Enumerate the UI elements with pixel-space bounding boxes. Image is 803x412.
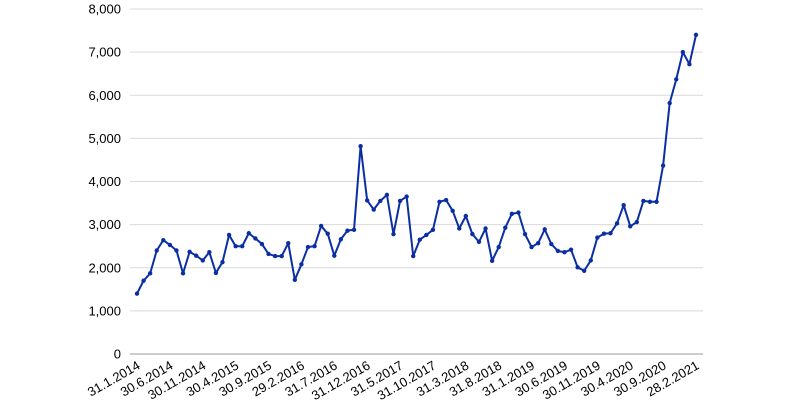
data-point <box>397 198 403 204</box>
data-point <box>161 237 166 243</box>
data-point <box>351 227 357 232</box>
data-point <box>647 199 653 204</box>
data-point <box>542 227 547 232</box>
data-point <box>345 228 350 233</box>
data-point <box>226 232 232 238</box>
data-point <box>693 32 699 38</box>
y-tick-label: 5,000 <box>88 131 121 146</box>
data-point <box>141 278 146 283</box>
data-point <box>470 231 475 237</box>
data-point <box>476 239 482 245</box>
data-point <box>305 244 311 250</box>
data-point <box>259 241 265 247</box>
y-tick-label: 1,000 <box>88 303 121 318</box>
data-point <box>457 226 462 231</box>
data-point <box>496 244 501 250</box>
data-point <box>325 231 330 236</box>
y-tick-label: 8,000 <box>88 2 121 17</box>
data-point <box>588 258 593 263</box>
data-point <box>180 271 186 276</box>
data-point <box>516 210 521 215</box>
data-point <box>312 243 317 249</box>
data-point <box>213 270 219 276</box>
data-point <box>411 253 416 259</box>
data-point <box>660 163 666 168</box>
data-point <box>246 231 251 236</box>
data-line <box>136 34 697 295</box>
y-tick-label: 2,000 <box>88 260 121 275</box>
data-point <box>608 231 613 236</box>
data-point <box>667 100 672 106</box>
data-point <box>404 194 409 199</box>
y-tick-label: 4,000 <box>88 174 121 189</box>
data-point <box>292 277 298 283</box>
data-point <box>424 232 429 238</box>
data-point <box>509 211 515 217</box>
data-point <box>430 227 436 232</box>
data-point <box>220 259 225 265</box>
data-point <box>167 242 173 248</box>
data-point <box>641 198 646 204</box>
data-point <box>680 49 686 55</box>
data-point <box>253 236 258 241</box>
data-point <box>575 265 580 270</box>
data-point <box>266 251 271 257</box>
data-point <box>272 253 278 259</box>
data-point <box>147 271 153 276</box>
data-point <box>634 219 640 225</box>
y-tick-label: 6,000 <box>88 88 121 103</box>
data-point <box>687 61 692 67</box>
data-point <box>489 258 495 264</box>
data-point <box>582 268 587 273</box>
data-point <box>450 208 455 214</box>
data-point <box>503 225 508 230</box>
y-tick-label: 0 <box>114 347 121 362</box>
data-point <box>621 203 626 208</box>
data-point <box>443 197 449 203</box>
data-point <box>601 231 607 236</box>
data-point <box>279 253 284 259</box>
data-point <box>674 77 679 82</box>
data-point <box>549 241 554 247</box>
data-point <box>614 221 620 226</box>
data-point <box>193 253 199 258</box>
data-point <box>654 199 659 204</box>
data-point <box>555 248 561 254</box>
data-point <box>286 240 291 246</box>
data-point <box>371 207 376 212</box>
data-point <box>364 198 370 203</box>
data-point <box>568 247 574 252</box>
data-point <box>384 192 390 198</box>
data-point <box>154 248 159 253</box>
data-point <box>207 250 212 255</box>
data-point <box>299 262 304 267</box>
data-point <box>595 235 600 240</box>
data-point <box>391 231 396 237</box>
data-point <box>318 223 324 229</box>
data-point <box>358 143 363 149</box>
data-point <box>200 258 205 263</box>
data-point <box>378 198 383 204</box>
data-point <box>174 248 179 253</box>
data-point <box>332 253 337 258</box>
data-point <box>437 199 442 204</box>
data-point <box>134 291 140 296</box>
data-point <box>562 250 567 255</box>
data-point <box>233 243 238 249</box>
data-point <box>417 237 422 242</box>
data-point <box>187 249 192 254</box>
data-point <box>628 224 633 229</box>
data-point <box>535 240 541 246</box>
data-point <box>338 237 344 242</box>
data-point <box>240 243 245 249</box>
data-point <box>483 226 488 231</box>
data-point <box>529 244 534 250</box>
y-tick-label: 7,000 <box>88 45 121 60</box>
data-point <box>463 213 469 219</box>
data-point <box>522 231 528 237</box>
y-tick-label: 3,000 <box>88 217 121 232</box>
